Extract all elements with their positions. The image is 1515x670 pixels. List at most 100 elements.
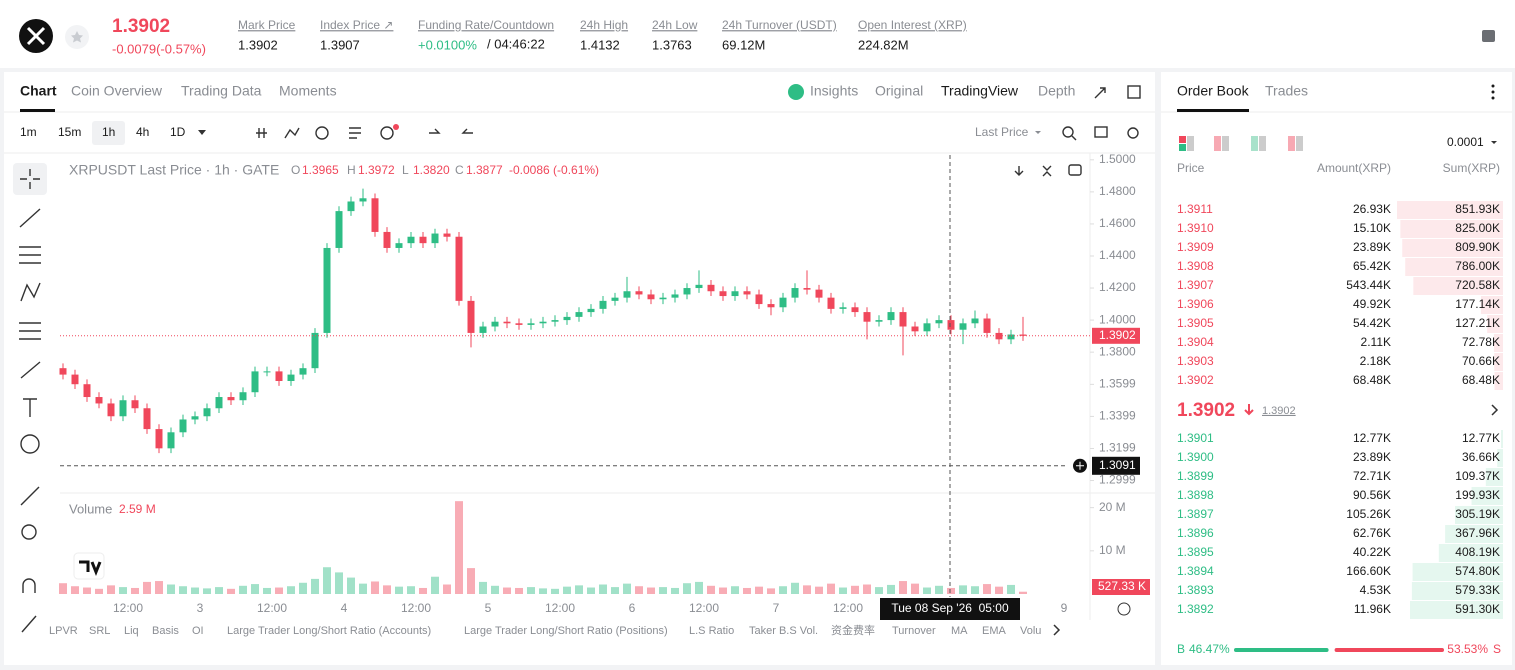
volume-bar	[1019, 591, 1027, 594]
candle-body	[443, 233, 451, 237]
more-menu[interactable]	[1491, 84, 1495, 100]
dropdown-arrow[interactable]	[198, 130, 206, 135]
indicator[interactable]: Large Trader Long/Short Ratio (Accounts)	[227, 625, 431, 637]
indicator[interactable]: SRL	[89, 625, 110, 637]
indicator[interactable]: Liq	[124, 625, 139, 637]
view-tab[interactable]: Original	[875, 83, 923, 99]
volume-bar	[371, 581, 379, 594]
depth-bar	[1400, 220, 1503, 238]
tab[interactable]: Coin Overview	[71, 83, 163, 99]
interval[interactable]: 1m	[20, 125, 37, 139]
candle-body	[491, 321, 499, 327]
ob-price: 1.3904	[1177, 335, 1214, 349]
candle-body	[539, 321, 547, 324]
interval[interactable]: 4h	[136, 125, 149, 139]
candle-body	[851, 307, 859, 313]
ob-amount: 49.92K	[1353, 297, 1391, 311]
volume-bar	[923, 587, 931, 594]
interval[interactable]: 15m	[58, 125, 81, 139]
indicator[interactable]: Volu	[1020, 625, 1041, 637]
ob-amount: 65.42K	[1353, 259, 1391, 273]
ob-tab[interactable]: Order Book	[1177, 83, 1250, 99]
dropdown-arrow[interactable]	[1491, 141, 1497, 144]
price-source[interactable]: Last Price	[975, 125, 1029, 139]
depth-bar	[1412, 563, 1503, 581]
ob-amount: 11.96K	[1354, 602, 1391, 616]
y-tick-label: 1.4400	[1099, 248, 1136, 262]
view-tab[interactable]: Insights	[810, 83, 858, 99]
ohlc-value: 1.3877	[466, 163, 503, 177]
ob-price: 1.3900	[1177, 450, 1214, 464]
note-icon[interactable]	[1482, 30, 1495, 42]
volume-bar	[755, 586, 763, 594]
ob-price: 1.3905	[1177, 316, 1214, 330]
tab[interactable]: Chart	[20, 83, 57, 99]
candle-body	[503, 321, 511, 324]
indicator[interactable]: Basis	[152, 625, 179, 637]
volume-title: Volume	[69, 501, 112, 516]
stat-label: Index Price ↗	[320, 18, 393, 32]
y-tick-label: 20 M	[1099, 500, 1126, 514]
volume-bar	[935, 585, 943, 594]
ratio-bar-buy	[1234, 648, 1329, 652]
tab[interactable]: Moments	[279, 83, 337, 99]
ohlc-value: 1.3972	[358, 163, 395, 177]
order-book-layout-icons[interactable]	[1179, 136, 1303, 151]
tab[interactable]: Trading Data	[181, 83, 262, 99]
settings-icon[interactable]	[1117, 602, 1131, 616]
ob-price: 1.3899	[1177, 469, 1214, 483]
x-tick-label: 7	[773, 601, 780, 615]
badge	[393, 124, 399, 130]
indicator[interactable]: EMA	[982, 625, 1007, 637]
volume-bar	[275, 587, 283, 594]
drawing-tools	[19, 85, 1141, 633]
ob-tab[interactable]: Trades	[1265, 83, 1308, 99]
ob-amount: 26.93K	[1353, 202, 1391, 216]
view-tab[interactable]: TradingView	[941, 83, 1019, 99]
y-tick-label: 1.3800	[1099, 344, 1136, 358]
expand-arrow[interactable]	[1491, 404, 1499, 416]
volume-bar	[911, 583, 919, 594]
volume-bar	[803, 585, 811, 594]
volume-bar	[863, 584, 871, 594]
ob-sum: 70.66K	[1462, 354, 1500, 368]
indicator[interactable]: OI	[192, 625, 204, 637]
volume-bar	[323, 567, 331, 594]
ob-sum: 36.66K	[1462, 450, 1500, 464]
tool-active	[13, 163, 47, 195]
candle-body	[815, 289, 823, 298]
indicator[interactable]: Large Trader Long/Short Ratio (Positions…	[464, 625, 668, 637]
precision[interactable]: 0.0001	[1447, 135, 1484, 149]
scroll-arrow[interactable]	[1053, 624, 1061, 636]
volume-bar	[575, 585, 583, 594]
volume-bar	[203, 588, 211, 594]
volume-bar	[647, 587, 655, 594]
indicator[interactable]: 资金费率	[831, 623, 875, 637]
view-tab[interactable]: Depth	[1038, 83, 1075, 99]
candle-body	[455, 236, 463, 301]
ob-amount: 105.26K	[1346, 507, 1391, 521]
candle-body	[83, 384, 91, 398]
ob-price: 1.3906	[1177, 297, 1214, 311]
stat-label: 24h High	[580, 18, 628, 32]
indicator[interactable]: Taker B.S Vol.	[749, 625, 818, 637]
indicator[interactable]: L.S Ratio	[689, 625, 734, 637]
depth-bar	[1500, 430, 1503, 448]
down-arrow	[1244, 404, 1254, 416]
ai-icon	[788, 84, 804, 100]
interval[interactable]: 1D	[170, 125, 186, 139]
candle-body	[1019, 334, 1027, 336]
y-tick-label: 1.3599	[1099, 377, 1136, 391]
dropdown-arrow[interactable]	[1035, 131, 1041, 134]
volume-bar	[683, 583, 691, 594]
indicator[interactable]: LPVR	[49, 625, 78, 637]
x-tick-label: 3	[197, 601, 204, 615]
interval[interactable]: 1h	[102, 125, 115, 139]
ob-sum: 786.00K	[1455, 259, 1500, 273]
candle-body	[287, 374, 295, 382]
x-tick-label: 12:00	[689, 601, 719, 615]
ob-amount: 23.89K	[1353, 450, 1391, 464]
ob-price: 1.3895	[1177, 545, 1214, 559]
indicator[interactable]: MA	[951, 625, 968, 637]
indicator[interactable]: Turnover	[892, 625, 936, 637]
